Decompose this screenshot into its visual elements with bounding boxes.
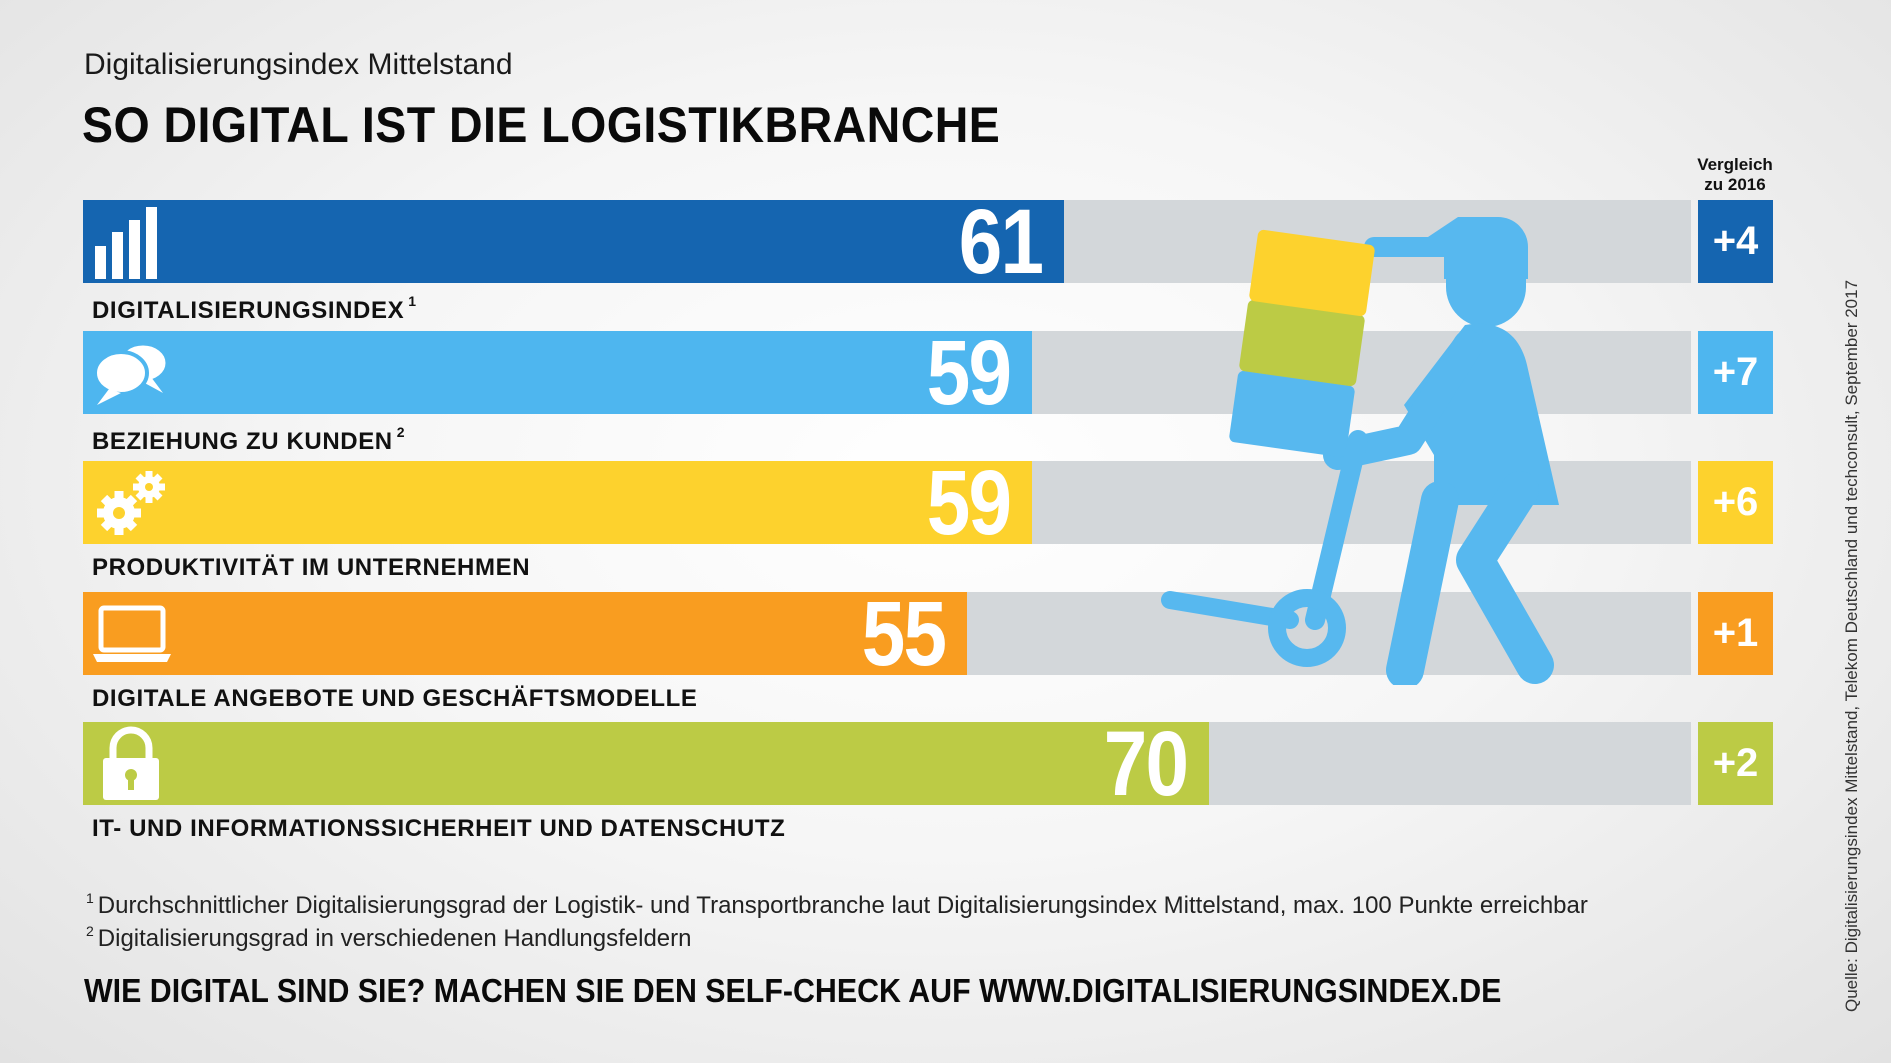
footnote-reference: 1 xyxy=(408,293,417,309)
category-label: PRODUKTIVITÄT IM UNTERNEHMEN xyxy=(92,554,530,582)
comparison-badge: +6 xyxy=(1698,461,1773,544)
speech-bubbles-icon xyxy=(91,335,171,410)
footnote-1: 1 Durchschnittlicher Digitalisierungsgrad… xyxy=(86,890,1588,920)
padlock-icon xyxy=(91,726,171,801)
bar: 59 xyxy=(83,327,1032,419)
comparison-badge: +1 xyxy=(1698,592,1773,675)
boxes xyxy=(1229,229,1375,458)
footnote-mark: 2 xyxy=(86,923,94,939)
hand-truck xyxy=(1161,430,1368,667)
bar-chart-icon xyxy=(91,204,171,279)
category-label: DIGITALE ANGEBOTE UND GESCHÄFTSMODELLE xyxy=(92,685,697,713)
category-label: IT- UND INFORMATIONSSICHERHEIT UND DATEN… xyxy=(92,815,785,843)
comparison-header-line2: zu 2016 xyxy=(1704,175,1766,194)
comparison-badge: +2 xyxy=(1698,722,1773,805)
gears-icon xyxy=(91,465,171,540)
footnote-2: 2 Digitalisierungsgrad in verschiedenen H… xyxy=(86,923,692,953)
bar-value-label: 61 xyxy=(958,191,1043,293)
bar-value-label: 59 xyxy=(926,322,1011,424)
source-note: Quelle: Digitalisierungsindex Mittelstan… xyxy=(1842,279,1861,1012)
category-label: DIGITALISIERUNGSINDEX 1 xyxy=(92,293,417,325)
bar: 55 xyxy=(83,588,967,680)
bar: 59 xyxy=(83,457,1032,549)
bar-value-label: 59 xyxy=(926,452,1011,554)
laptop-icon xyxy=(91,596,171,671)
page-title: SO DIGITAL IST DIE LOGISTIKBRANCHE xyxy=(82,97,1001,153)
bar: 70 xyxy=(83,718,1209,810)
bar: 61 xyxy=(83,196,1064,288)
category-label-text: PRODUKTIVITÄT IM UNTERNEHMEN xyxy=(92,554,531,581)
category-label-text: DIGITALE ANGEBOTE UND GESCHÄFTSMODELLE xyxy=(92,685,698,712)
footnote-mark: 1 xyxy=(86,890,94,906)
footnote-reference: 2 xyxy=(396,424,406,440)
comparison-header-line1: Vergleich xyxy=(1697,155,1773,174)
comparison-header: Vergleich zu 2016 xyxy=(1690,155,1780,195)
category-label: BEZIEHUNG ZU KUNDEN 2 xyxy=(92,424,405,456)
category-label-text: DIGITALISIERUNGSINDEX xyxy=(92,297,405,324)
category-label-text: IT- UND INFORMATIONSSICHERHEIT UND DATEN… xyxy=(92,815,786,842)
footnote-text: Durchschnittlicher Digitalisierungsgrad … xyxy=(97,892,1588,919)
bar-value-label: 70 xyxy=(1103,713,1188,815)
call-to-action[interactable]: WIE DIGITAL SIND SIE? MACHEN SIE DEN SEL… xyxy=(84,972,1502,1009)
category-label-text: BEZIEHUNG ZU KUNDEN xyxy=(92,428,393,455)
comparison-badge: +7 xyxy=(1698,331,1773,414)
delivery-worker-illustration xyxy=(1161,217,1559,685)
footnote-text: Digitalisierungsgrad in verschiedenen Ha… xyxy=(97,925,692,952)
bar-value-label: 55 xyxy=(861,583,946,685)
comparison-badge: +4 xyxy=(1698,200,1773,283)
worker-figure xyxy=(1323,217,1559,685)
kicker: Digitalisierungsindex Mittelstand xyxy=(84,48,513,81)
